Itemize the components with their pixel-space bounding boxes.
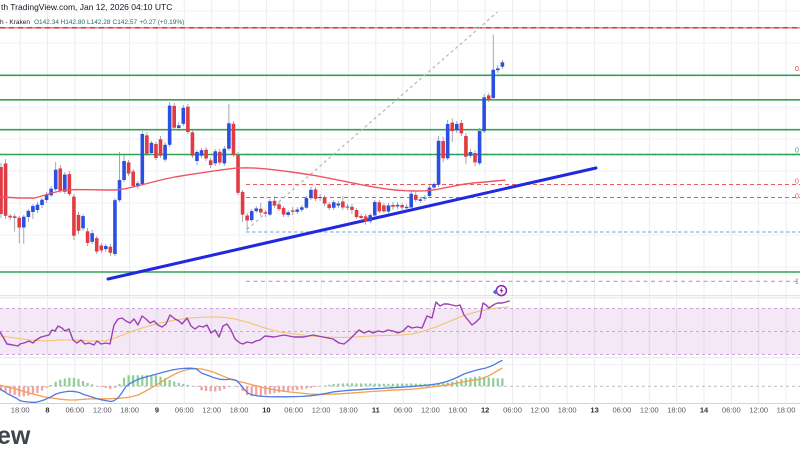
svg-text:18:00: 18:00: [448, 406, 467, 415]
svg-text:14: 14: [700, 406, 709, 415]
svg-text:0: 0: [795, 148, 799, 155]
svg-text:18:00: 18:00: [558, 406, 577, 415]
svg-text:O142.34: O142.34: [34, 19, 59, 26]
svg-text:h - Kraken: h - Kraken: [0, 19, 30, 26]
svg-text:L142.28: L142.28: [87, 19, 111, 26]
svg-text:12:00: 12:00: [640, 406, 659, 415]
svg-text:12:00: 12:00: [531, 406, 550, 415]
svg-text:12: 12: [481, 406, 489, 415]
svg-text:1: 1: [795, 279, 799, 286]
svg-text:11: 11: [372, 406, 380, 415]
svg-text:12:00: 12:00: [312, 406, 331, 415]
svg-text:0.: 0.: [795, 66, 800, 73]
svg-text:12:00: 12:00: [93, 406, 112, 415]
svg-text:th TradingView.com, Jan 12, 20: th TradingView.com, Jan 12, 2026 04:10 U…: [1, 2, 172, 12]
svg-text:18:00: 18:00: [339, 406, 358, 415]
svg-text:12:00: 12:00: [421, 406, 440, 415]
svg-text:10: 10: [262, 406, 270, 415]
svg-text:06:00: 06:00: [503, 406, 522, 415]
svg-text:ew: ew: [0, 422, 31, 450]
svg-text:12:00: 12:00: [749, 406, 768, 415]
svg-text:0: 0: [795, 194, 799, 201]
svg-text:18:00: 18:00: [230, 406, 249, 415]
svg-text:06:00: 06:00: [394, 406, 413, 415]
svg-text:0: 0: [795, 179, 799, 186]
svg-text:06:00: 06:00: [613, 406, 632, 415]
svg-text:06:00: 06:00: [722, 406, 741, 415]
svg-text:13: 13: [590, 406, 598, 415]
svg-text:12:00: 12:00: [202, 406, 221, 415]
svg-text:06:00: 06:00: [175, 406, 194, 415]
svg-text:9: 9: [155, 406, 159, 415]
svg-text:18:00: 18:00: [667, 406, 686, 415]
svg-text:+0.27 (+0.19%): +0.27 (+0.19%): [140, 19, 185, 26]
svg-text:8: 8: [45, 406, 49, 415]
svg-text:18:00: 18:00: [777, 406, 796, 415]
svg-text:18:00: 18:00: [11, 406, 30, 415]
svg-text:H142.80: H142.80: [61, 19, 86, 26]
svg-text:C142.57: C142.57: [113, 19, 138, 26]
svg-text:18:00: 18:00: [120, 406, 139, 415]
svg-text:06:00: 06:00: [284, 406, 303, 415]
svg-text:06:00: 06:00: [66, 406, 85, 415]
